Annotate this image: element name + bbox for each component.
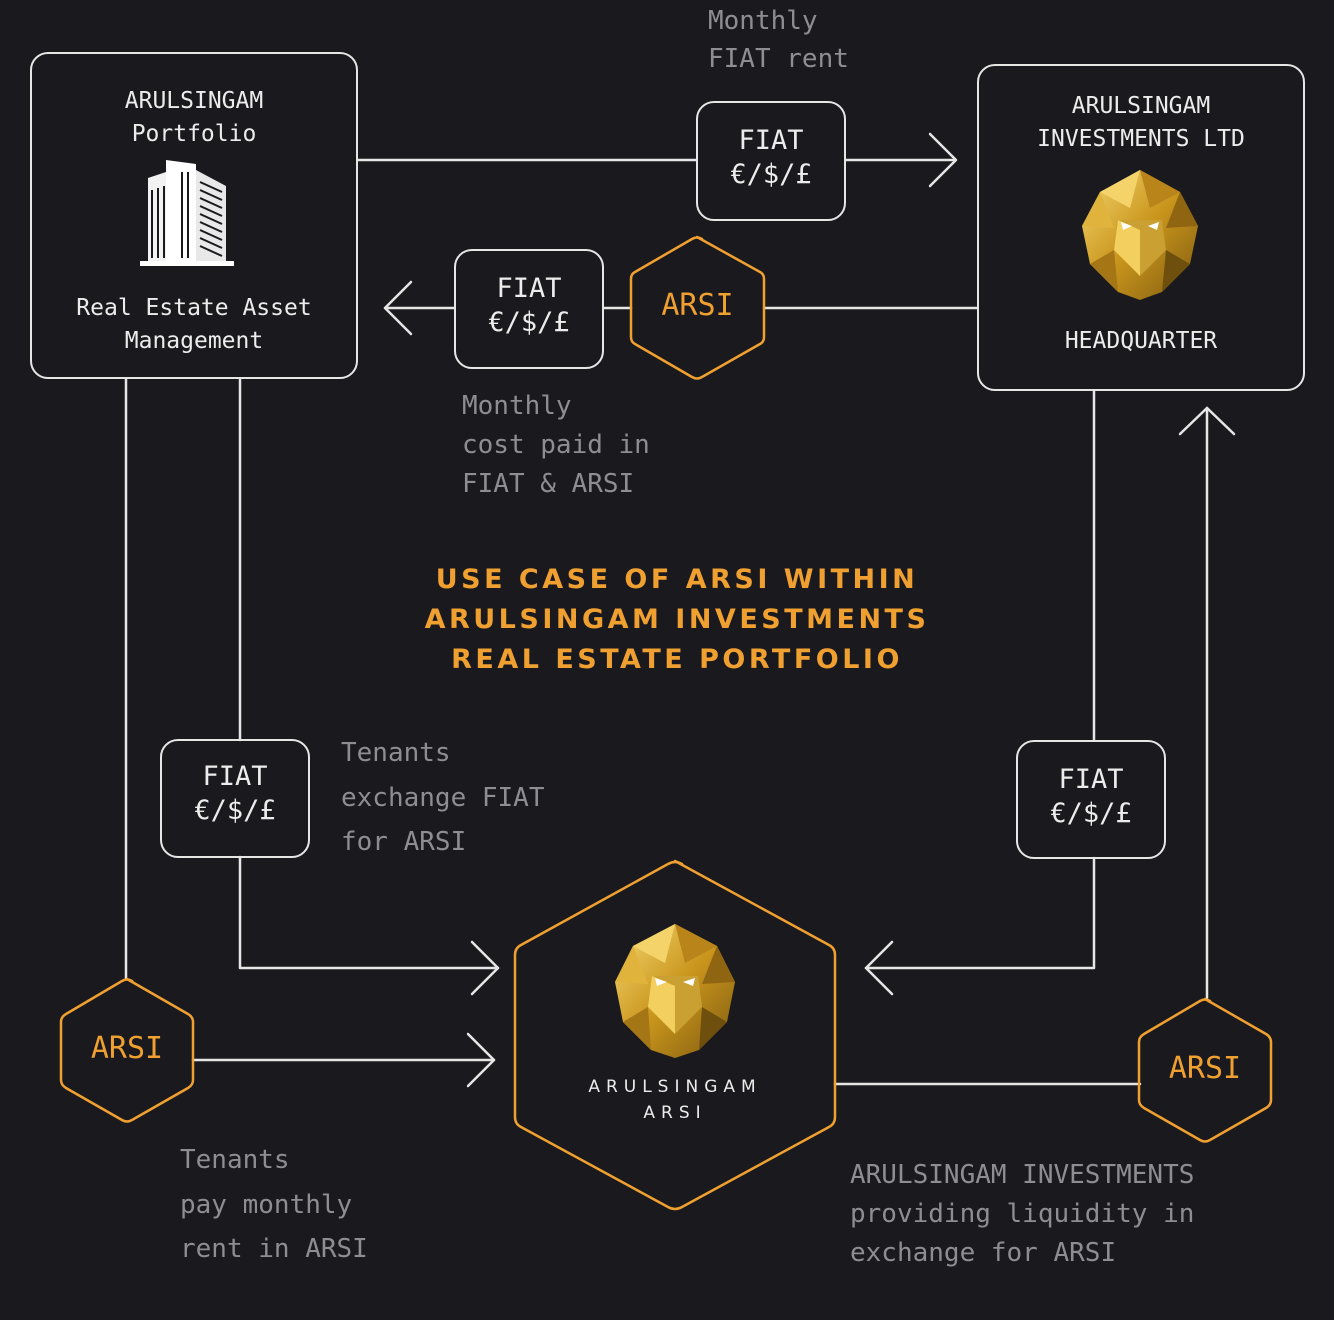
note-liquidity-line3: exchange for ARSI [850, 1238, 1117, 1268]
arsi-token-right-label: ARSI [1168, 1051, 1242, 1086]
arrowhead-to-hq-bottom [1178, 406, 1236, 436]
arrowhead-to-portfolio [383, 280, 413, 336]
portfolio-name-line2: Portfolio [131, 121, 257, 147]
fiat-currencies: €/$/£ [730, 159, 812, 190]
hq-name-line2: INVESTMENTS LTD [1037, 126, 1245, 152]
portfolio-desc-line2: Management [124, 328, 264, 354]
hub-brand-line1: ARULSINGAM [588, 1077, 762, 1097]
fiat-token-right: FIAT €/$/£ [1016, 740, 1166, 859]
note-monthly-cost-line2: cost paid in [462, 430, 650, 460]
arsi-token-left-label: ARSI [90, 1031, 164, 1066]
arrowhead-fiat-to-hub [470, 940, 500, 996]
portfolio-name-line1: ARULSINGAM [124, 88, 264, 114]
arrowhead-fiat-right-to-hub [864, 940, 894, 996]
fiat-token-mid: FIAT €/$/£ [454, 249, 604, 369]
fiat-currencies: €/$/£ [1050, 798, 1132, 829]
headquarter-box: ARULSINGAM INVESTMENTS LTD HEADQUARTER [977, 64, 1305, 391]
fiat-label: FIAT [1058, 764, 1124, 795]
note-tenants-exchange-line2: exchange FIAT [341, 783, 545, 813]
arrowhead-arsi-to-hub [466, 1032, 496, 1088]
note-tenants-pay-line2: pay monthly [180, 1190, 353, 1220]
portfolio-box: ARULSINGAM Portfolio Real Estate Asset M… [30, 52, 358, 379]
note-monthly-cost-line1: Monthly [462, 391, 572, 421]
line-fiat-left-to-hub [238, 855, 500, 970]
note-liquidity-line2: providing liquidity in [850, 1199, 1195, 1229]
building-icon [140, 160, 234, 266]
fiat-token-left: FIAT €/$/£ [160, 739, 310, 858]
note-tenants-pay-line3: rent in ARSI [180, 1234, 368, 1264]
lion-logo-icon [615, 924, 735, 1058]
fiat-label: FIAT [738, 125, 804, 156]
fiat-currencies: €/$/£ [488, 307, 570, 338]
note-monthly-rent-line2: FIAT rent [708, 44, 849, 74]
fiat-currencies: €/$/£ [194, 795, 276, 826]
note-liquidity-line1: ARULSINGAM INVESTMENTS [850, 1160, 1195, 1190]
title-line1: USE CASE OF ARSI WITHIN [435, 564, 919, 595]
title-line3: REAL ESTATE PORTFOLIO [451, 644, 903, 675]
diagram-title: USE CASE OF ARSI WITHIN ARULSINGAM INVES… [367, 560, 987, 680]
lion-logo-icon [1082, 170, 1198, 300]
note-monthly-rent-line1: Monthly [708, 6, 818, 36]
arsi-hex-left [59, 977, 195, 1123]
note-monthly-cost-line3: FIAT & ARSI [462, 469, 635, 499]
arsi-token-mid-label: ARSI [661, 288, 734, 323]
fiat-label: FIAT [202, 761, 268, 792]
fiat-token-top: FIAT €/$/£ [696, 101, 846, 221]
fiat-label: FIAT [496, 273, 562, 304]
arsi-hub-hex [513, 859, 837, 1211]
hub-brand-line2: ARSI [643, 1103, 707, 1123]
note-tenants-exchange-line1: Tenants [341, 738, 451, 768]
arsi-hex-right [1137, 997, 1273, 1143]
hq-label: HEADQUARTER [1064, 328, 1218, 354]
hq-name-line1: ARULSINGAM [1071, 93, 1211, 119]
arsi-hex-mid [629, 235, 766, 380]
note-tenants-exchange-line3: for ARSI [341, 827, 467, 857]
portfolio-desc-line1: Real Estate Asset [76, 295, 312, 321]
note-tenants-pay-line1: Tenants [180, 1145, 290, 1175]
title-line2: ARULSINGAM INVESTMENTS [424, 604, 930, 635]
arrowhead-to-hq [928, 132, 958, 188]
line-fiat-right-to-hub [864, 856, 1096, 970]
